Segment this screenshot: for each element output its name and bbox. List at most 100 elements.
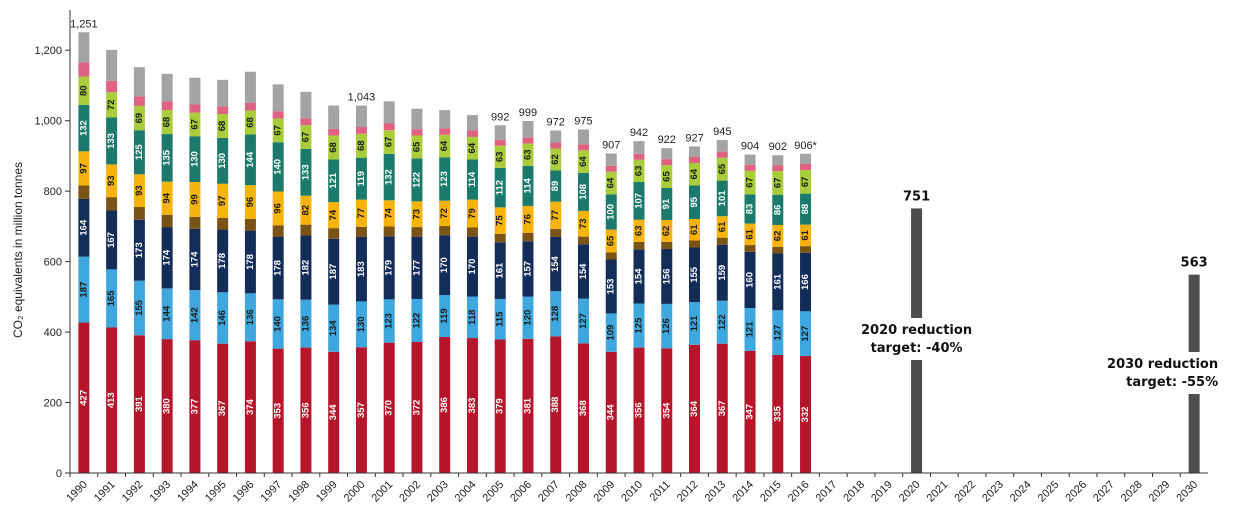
x-tick-label: 2009	[592, 479, 618, 505]
bar-segment	[133, 219, 145, 281]
bar-segment	[161, 214, 173, 228]
segment-label: 121	[745, 321, 756, 338]
segment-label: 344	[606, 404, 617, 421]
bar-segment	[439, 134, 451, 158]
bar-segment	[716, 151, 728, 158]
x-tick-label: 2016	[786, 479, 812, 505]
bar-segment	[577, 244, 589, 299]
bar-segment	[577, 236, 589, 245]
bar-segment	[800, 164, 812, 171]
x-tick-label: 1999	[314, 479, 340, 505]
bar-segment	[744, 154, 756, 165]
bar-segment	[300, 195, 312, 225]
bar-segment	[772, 155, 784, 166]
bar-segment	[689, 156, 701, 163]
segment-label: 62	[661, 226, 672, 237]
segment-label: 97	[217, 196, 228, 207]
segment-label: 133	[106, 133, 117, 149]
bar-segment	[494, 242, 506, 299]
x-tick-label: 2003	[425, 479, 451, 505]
y-axis-label: CO₂ equivalents in million tonnes	[11, 162, 25, 338]
segment-label: 381	[522, 397, 533, 414]
bar-segment	[605, 153, 617, 166]
segment-label: 142	[189, 307, 200, 323]
y-tick-label: 0	[56, 468, 62, 480]
segment-label: 93	[106, 175, 117, 186]
bar-segment	[744, 251, 756, 309]
bar-segment	[217, 343, 229, 473]
x-tick-label: 2011	[648, 479, 673, 504]
x-tick-label: 2026	[1063, 479, 1089, 505]
segment-label: 146	[217, 310, 228, 326]
x-tick-label: 2022	[952, 479, 978, 505]
segment-label: 379	[495, 398, 506, 414]
segment-label: 356	[300, 402, 311, 418]
bar-segment	[411, 108, 423, 130]
segment-label: 125	[134, 144, 145, 161]
segment-label: 72	[439, 208, 450, 219]
bar-segment	[355, 105, 367, 128]
bar-segment	[744, 223, 756, 246]
bar-segment	[328, 128, 340, 136]
bar-segment	[355, 133, 367, 158]
bar-segment	[355, 127, 367, 134]
bar-segment	[661, 159, 673, 166]
segment-label: 413	[106, 392, 117, 408]
bar-segment	[800, 356, 812, 473]
segment-label: 72	[106, 100, 117, 111]
bar-segment	[772, 354, 784, 473]
segment-label: 383	[467, 398, 478, 414]
target-annotation-bg	[1094, 352, 1207, 394]
segment-label: 170	[439, 257, 450, 273]
bar-segment	[772, 171, 784, 195]
bar-segment	[550, 142, 562, 149]
segment-label: 370	[384, 400, 395, 416]
segment-label: 170	[467, 259, 478, 275]
bar-segment	[383, 153, 395, 201]
bar-segment	[577, 298, 589, 344]
segment-label: 64	[439, 140, 450, 151]
bar-segment	[633, 219, 645, 242]
x-tick-label: 2023	[980, 479, 1006, 505]
segment-label: 144	[245, 151, 256, 168]
bar-segment	[661, 241, 673, 249]
bar-segment	[272, 142, 284, 192]
x-tick-label: 2013	[703, 479, 729, 505]
bar-segment	[133, 174, 145, 208]
x-tick-label: 2001	[370, 479, 396, 505]
segment-label: 65	[717, 163, 728, 174]
bar-segment	[661, 165, 673, 188]
bar-segment	[244, 341, 256, 473]
segment-label: 130	[217, 153, 228, 169]
bar-segment	[106, 117, 118, 165]
segment-label: 97	[78, 163, 89, 174]
bar-segment	[300, 347, 312, 473]
bar-segment	[605, 229, 617, 253]
bar-segment	[411, 158, 423, 202]
bar-segment	[272, 118, 284, 143]
bar-segment	[633, 347, 645, 473]
segment-label: 68	[328, 142, 339, 153]
segment-label: 128	[550, 306, 561, 322]
bar-segment	[605, 165, 617, 172]
segment-label: 65	[661, 171, 672, 182]
segment-label: 93	[134, 185, 145, 196]
segment-label: 123	[384, 313, 395, 329]
target-annotation: target: -40%	[871, 341, 963, 356]
segment-label: 121	[689, 315, 700, 332]
segment-label: 388	[550, 397, 561, 413]
segment-label: 167	[106, 232, 117, 248]
bar-segment	[689, 185, 701, 219]
bar-segment	[328, 105, 340, 129]
segment-label: 75	[495, 215, 506, 226]
segment-label: 115	[495, 311, 506, 327]
bar-segment	[466, 227, 478, 237]
bar-segment	[106, 92, 118, 118]
segment-label: 154	[550, 255, 561, 272]
bar-segment	[689, 344, 701, 473]
bar-segment	[466, 115, 478, 131]
bar-total-label: 906*	[794, 140, 817, 152]
bar-segment	[328, 202, 340, 229]
bar-total-label: 902	[769, 141, 787, 153]
bar-segment	[189, 181, 201, 217]
